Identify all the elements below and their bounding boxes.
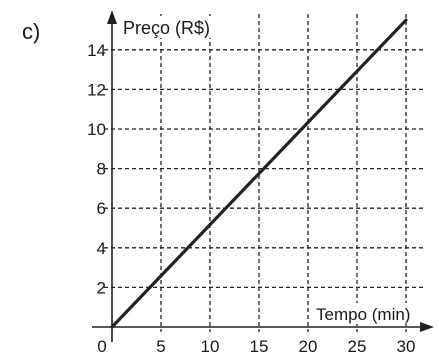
x-axis-arrow xyxy=(420,322,434,332)
x-axis-label: Tempo (min) xyxy=(316,305,410,324)
x-tick-label: 15 xyxy=(250,337,269,356)
x-tick-label: 30 xyxy=(397,337,416,356)
y-tick-label: 12 xyxy=(87,80,106,99)
ticks: 0 5 10 15 20 25 30 2 4 6 8 10 12 14 xyxy=(87,41,415,356)
x-tick-label: 10 xyxy=(201,337,220,356)
y-tick-label: 6 xyxy=(97,199,106,218)
y-tick-label: 2 xyxy=(97,278,106,297)
axes xyxy=(92,10,434,342)
x-axis-label-background xyxy=(314,303,416,324)
y-axis-label-background xyxy=(121,16,221,38)
y-tick-label: 8 xyxy=(97,160,106,179)
series-line xyxy=(110,18,408,329)
y-axis-arrow xyxy=(107,10,117,24)
y-axis-label: Preço (R$) xyxy=(123,18,210,38)
grid xyxy=(104,14,424,332)
series xyxy=(110,18,408,329)
y-tick-label: 10 xyxy=(87,120,106,139)
y-tick-label: 4 xyxy=(97,239,106,258)
x-tick-label: 5 xyxy=(156,337,165,356)
x-tick-label: 20 xyxy=(299,337,318,356)
x-tick-label: 25 xyxy=(348,337,367,356)
axis-labels: Preço (R$) Tempo (min) xyxy=(121,16,416,324)
y-tick-label: 14 xyxy=(87,41,106,60)
x-tick-label: 0 xyxy=(97,337,106,356)
panel-label: c) xyxy=(22,19,40,44)
